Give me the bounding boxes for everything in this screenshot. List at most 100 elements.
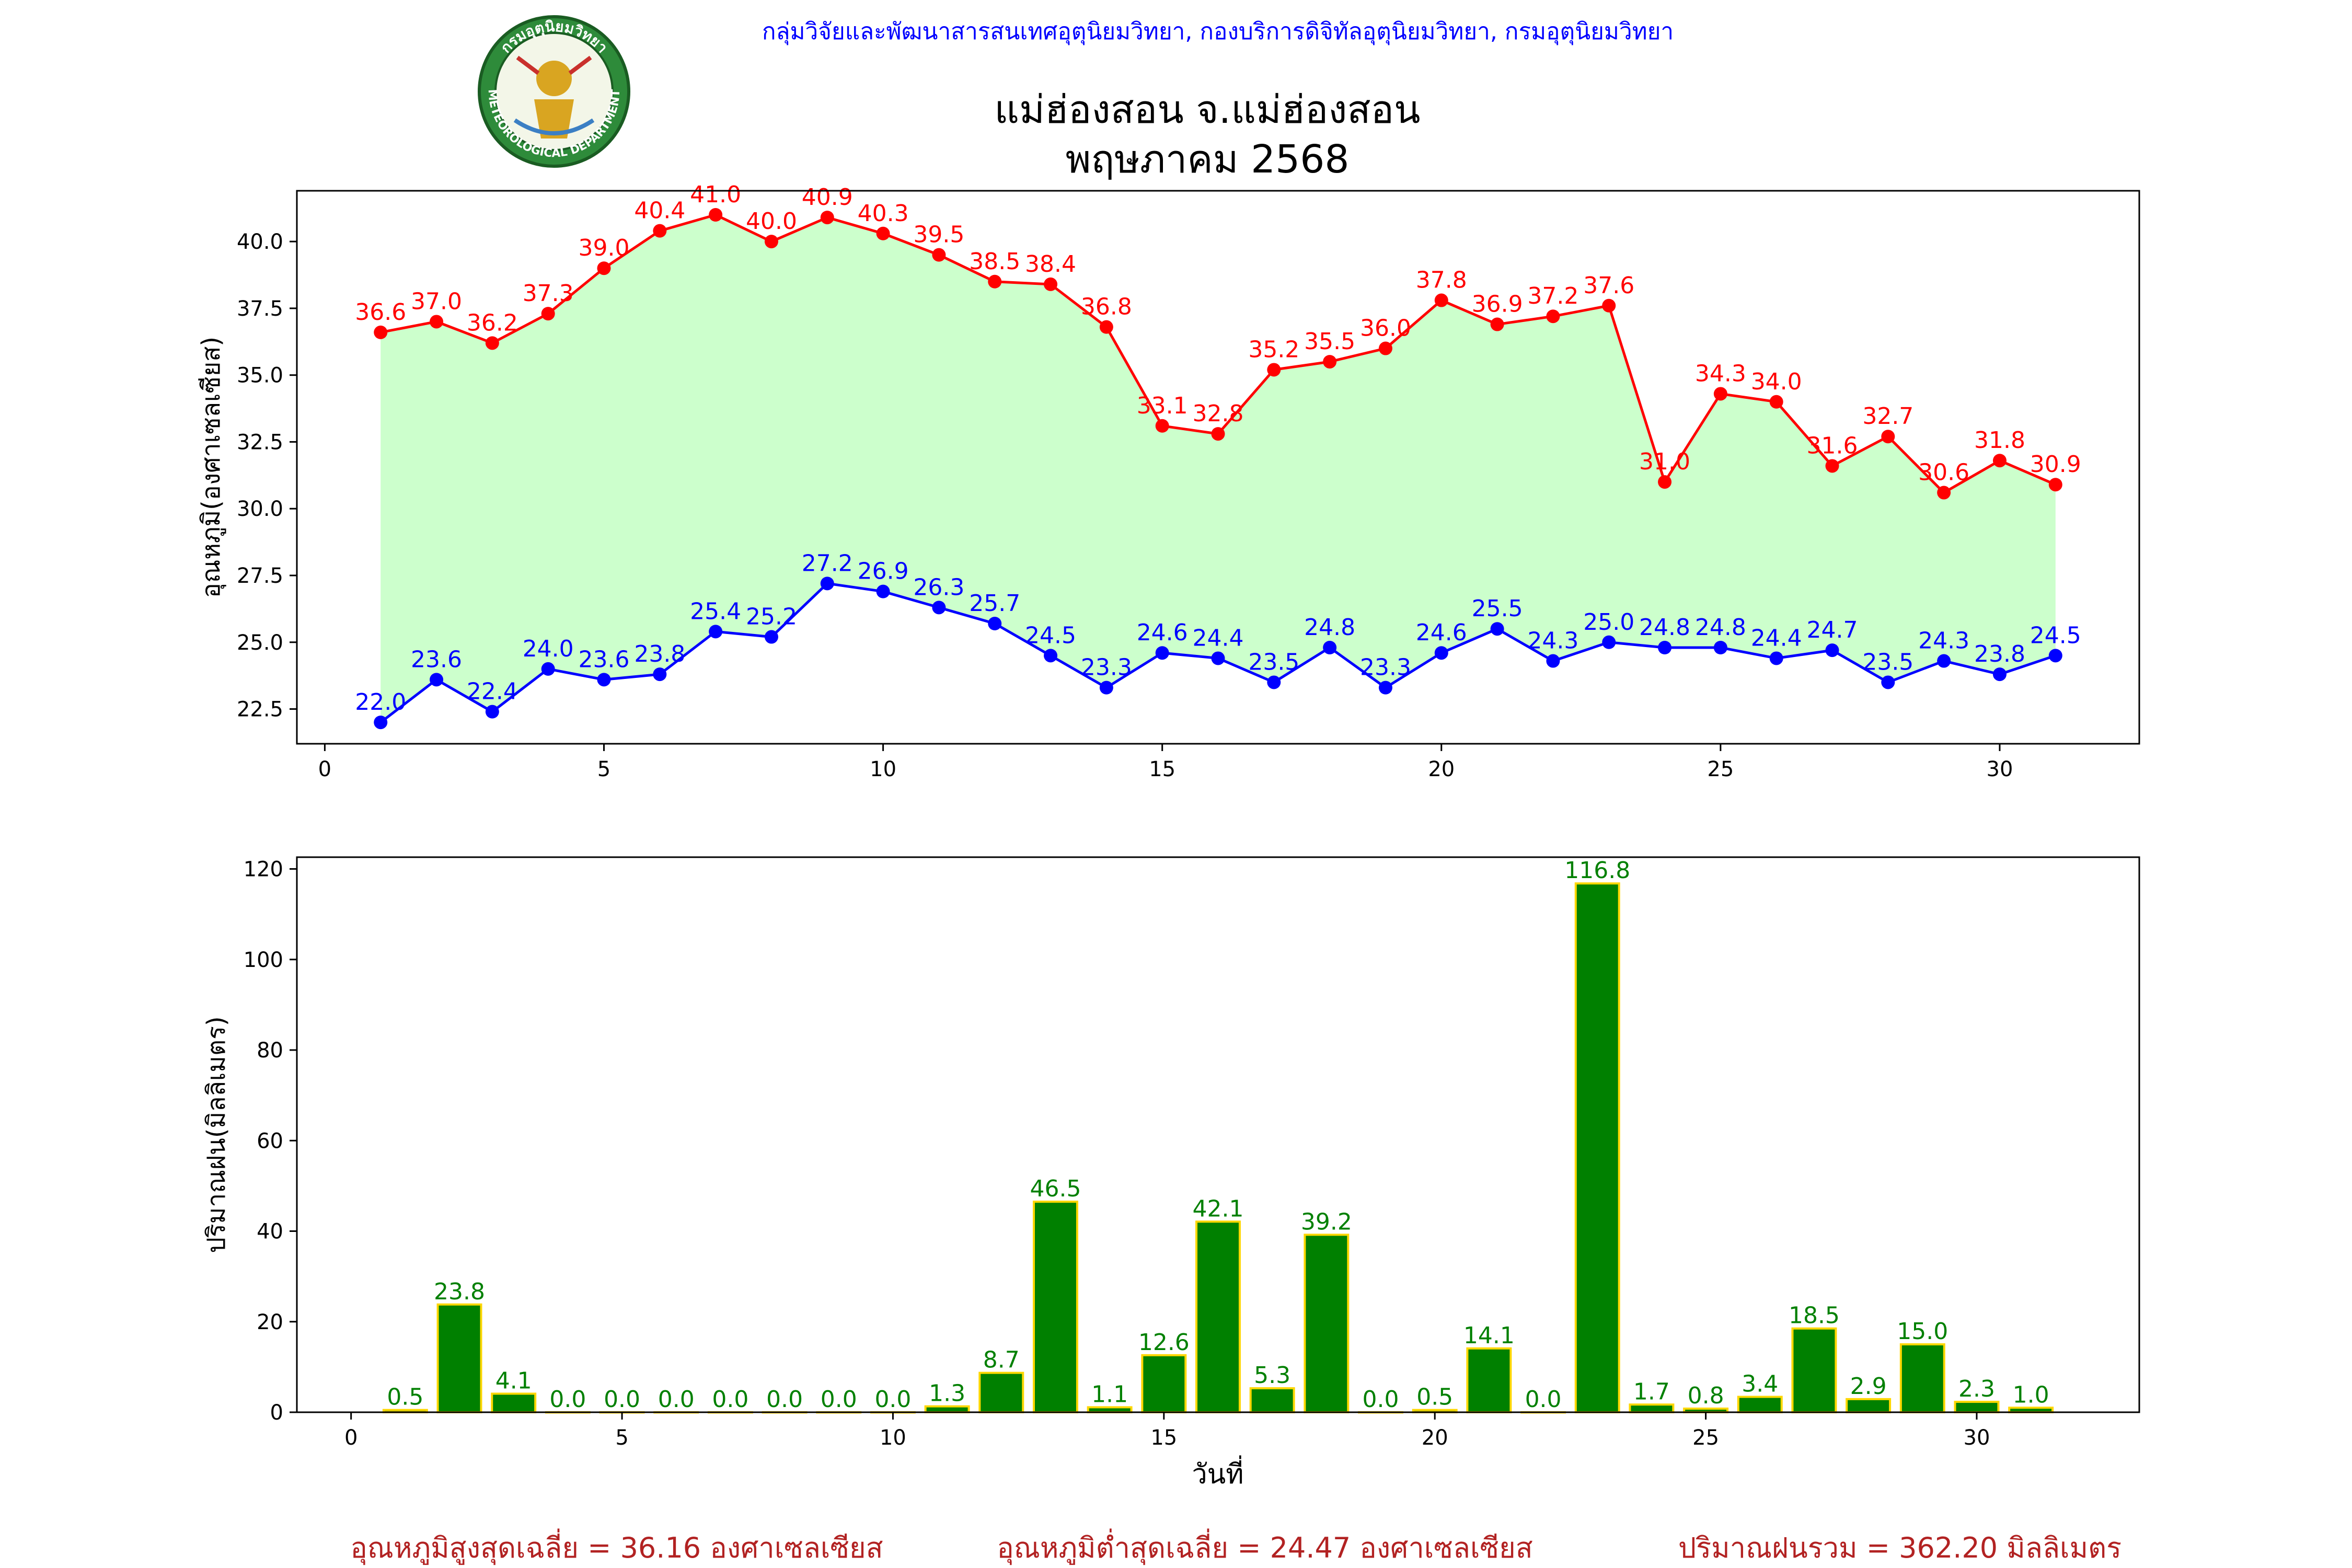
tmin-point bbox=[988, 617, 1002, 630]
tmax-point bbox=[1044, 277, 1058, 291]
tmax-point bbox=[1099, 320, 1113, 334]
tmin-value-label: 24.8 bbox=[1639, 614, 1690, 641]
rainfall-value-label: 0.0 bbox=[658, 1386, 695, 1413]
temperature-y-tick-label: 40.0 bbox=[237, 230, 283, 254]
tmax-point bbox=[374, 325, 388, 339]
rainfall-bar bbox=[491, 1392, 537, 1414]
rainfall-value-label: 1.7 bbox=[1633, 1378, 1670, 1405]
rainfall-value-label: 4.1 bbox=[495, 1367, 532, 1394]
rainfall-value-label: 12.6 bbox=[1138, 1329, 1190, 1356]
tmin-value-label: 23.8 bbox=[1974, 641, 2025, 667]
tmax-value-label: 40.9 bbox=[802, 184, 853, 211]
tmax-value-label: 32.7 bbox=[1862, 403, 1913, 430]
tmax-point bbox=[1155, 419, 1169, 433]
tmin-point bbox=[485, 705, 499, 719]
rainfall-value-label: 3.4 bbox=[1742, 1371, 1778, 1398]
rainfall-x-tick-label: 20 bbox=[1422, 1426, 1448, 1450]
tmin-value-label: 24.8 bbox=[1695, 614, 1746, 641]
rainfall-bar bbox=[1629, 1403, 1675, 1414]
tmax-point bbox=[1546, 309, 1560, 324]
rainfall-bar bbox=[436, 1303, 482, 1414]
rainfall-value-label: 0.5 bbox=[1416, 1384, 1453, 1411]
tmax-point bbox=[1937, 486, 1951, 500]
rainfall-bar bbox=[1954, 1401, 2000, 1413]
tmax-point bbox=[1881, 430, 1895, 444]
tmin-value-label: 27.2 bbox=[802, 550, 853, 577]
rainfall-value-label: 1.0 bbox=[2013, 1381, 2049, 1408]
rainfall-bar bbox=[924, 1405, 970, 1414]
rainfall-y-tick-label: 100 bbox=[244, 948, 283, 972]
tmax-value-label: 31.6 bbox=[1807, 432, 1858, 459]
rainfall-bar bbox=[1466, 1347, 1512, 1413]
rainfall-x-tick-label: 15 bbox=[1150, 1426, 1177, 1450]
rainfall-x-tick-label: 25 bbox=[1692, 1426, 1719, 1450]
tmax-value-label: 40.4 bbox=[634, 198, 685, 224]
tmin-value-label: 24.8 bbox=[1304, 614, 1355, 641]
rainfall-x-tick-label: 5 bbox=[615, 1426, 628, 1450]
tmin-value-label: 24.3 bbox=[1527, 628, 1578, 654]
tmax-value-label: 30.6 bbox=[1918, 459, 1969, 486]
rainfall-value-label: 15.0 bbox=[1897, 1318, 1948, 1345]
rainfall-value-label: 39.2 bbox=[1301, 1208, 1352, 1235]
tmax-value-label: 31.8 bbox=[1974, 427, 2025, 454]
tmin-value-label: 23.3 bbox=[1360, 654, 1411, 681]
temperature-x-tick-label: 5 bbox=[597, 757, 610, 781]
rainfall-value-label: 0.0 bbox=[766, 1386, 803, 1413]
tmax-value-label: 37.3 bbox=[523, 280, 574, 307]
tmin-point bbox=[709, 625, 723, 639]
tmin-value-label: 23.5 bbox=[1862, 649, 1913, 675]
tmin-value-label: 26.9 bbox=[858, 558, 909, 585]
tmax-value-label: 30.9 bbox=[2030, 451, 2081, 478]
rainfall-y-tick-label: 120 bbox=[244, 858, 283, 882]
tmax-value-label: 40.3 bbox=[858, 200, 909, 227]
rainfall-bar bbox=[1249, 1387, 1295, 1414]
tmax-value-label: 38.4 bbox=[1025, 251, 1076, 278]
tmin-point bbox=[876, 584, 890, 598]
agency-line: กลุ่มวิจัยและพัฒนาสารสนเทศอุตุนิยมวิทยา,… bbox=[762, 18, 1674, 45]
rainfall-bar bbox=[1033, 1201, 1078, 1414]
tmin-point bbox=[2048, 649, 2062, 663]
tmax-point bbox=[1658, 475, 1672, 489]
tmax-point bbox=[1378, 341, 1392, 355]
tmin-value-label: 22.4 bbox=[467, 678, 518, 705]
tmin-point bbox=[430, 673, 444, 687]
tmax-value-label: 36.2 bbox=[467, 309, 518, 336]
tmin-point bbox=[597, 673, 611, 687]
tmax-point bbox=[1323, 355, 1337, 369]
tmin-value-label: 24.4 bbox=[1751, 625, 1802, 651]
rainfall-value-label: 8.7 bbox=[983, 1347, 1020, 1374]
rainfall-x-tick-label: 10 bbox=[880, 1426, 906, 1450]
tmax-value-label: 34.3 bbox=[1695, 360, 1746, 387]
tmax-value-label: 38.5 bbox=[969, 248, 1020, 275]
tmax-value-label: 41.0 bbox=[690, 181, 741, 208]
tmin-point bbox=[1099, 681, 1113, 695]
tmax-value-label: 31.0 bbox=[1639, 448, 1690, 475]
tmax-point bbox=[1602, 298, 1616, 313]
tmin-point bbox=[1155, 646, 1169, 660]
rainfall-value-label: 5.3 bbox=[1254, 1362, 1290, 1389]
tmin-point bbox=[374, 716, 388, 730]
tmax-value-label: 32.8 bbox=[1193, 400, 1244, 427]
tmin-point bbox=[1044, 649, 1058, 663]
rainfall-value-label: 14.1 bbox=[1463, 1322, 1515, 1349]
rainfall-y-tick-label: 0 bbox=[270, 1401, 283, 1425]
rainfall-axis-label: ปริมาณฝน(มิลลิเมตร) bbox=[202, 1016, 231, 1253]
rainfall-value-label: 0.0 bbox=[1363, 1386, 1399, 1413]
tmax-point bbox=[541, 307, 555, 321]
tmin-point bbox=[1434, 646, 1448, 660]
tmin-value-label: 25.0 bbox=[1583, 609, 1634, 636]
tmax-value-label: 40.0 bbox=[746, 208, 797, 235]
department-logo: กรมอุตุนิยมวิทยา METEOROLOGICAL DEPARTME… bbox=[478, 15, 630, 168]
temperature-y-tick-label: 35.0 bbox=[237, 364, 283, 388]
tmax-value-label: 36.9 bbox=[1472, 291, 1523, 318]
tmin-point bbox=[1937, 654, 1951, 668]
rainfall-value-label: 0.0 bbox=[821, 1386, 857, 1413]
rainfall-y-tick-label: 60 bbox=[257, 1129, 283, 1153]
tmax-value-label: 39.0 bbox=[579, 235, 630, 261]
tmax-point bbox=[988, 274, 1002, 289]
rainfall-value-label: 1.3 bbox=[929, 1380, 965, 1407]
tmin-point bbox=[820, 577, 834, 591]
tmin-value-label: 22.0 bbox=[355, 689, 406, 716]
temperature-x-tick-label: 0 bbox=[318, 757, 331, 781]
tmin-point bbox=[1546, 654, 1560, 668]
